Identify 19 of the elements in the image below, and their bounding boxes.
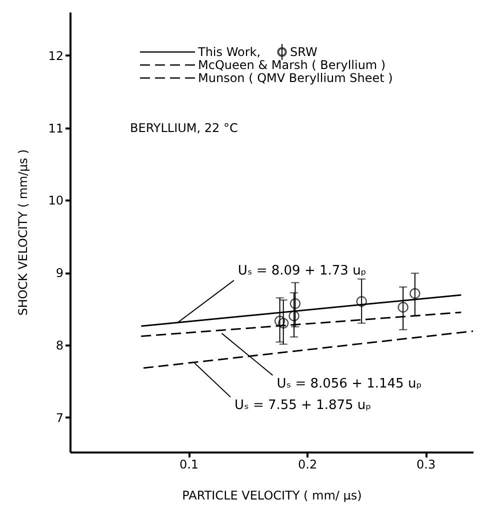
annotation: Uₛ = 8.056 + 1.145 uₚ	[276, 376, 422, 392]
legend-label: This Work,	[197, 45, 261, 59]
annotation: Uₛ = 8.09 + 1.73 uₚ	[238, 263, 366, 278]
x-tick-label: 0.1	[179, 458, 199, 472]
y-tick-label: 12	[48, 48, 64, 63]
x-axis-title: PARTICLE VELOCITY ( mm/ μs)	[182, 488, 362, 502]
annotation: Uₛ = 7.55 + 1.875 uₚ	[234, 398, 372, 413]
y-tick-label: 7	[56, 410, 64, 425]
y-tick-label: 11	[48, 121, 64, 136]
annotation: BERYLLIUM, 22 °C	[130, 121, 238, 135]
y-tick-label: 9	[56, 266, 64, 280]
y-axis-title: SHOCK VELOCITY ( mm/μs )	[16, 149, 30, 316]
y-tick-label: 10	[48, 194, 64, 208]
legend-label: SRW	[290, 45, 318, 59]
legend-label: Munson ( QMV Beryllium Sheet )	[198, 71, 393, 85]
x-tick-label: 0.2	[298, 458, 318, 472]
x-tick-label: 0.3	[416, 458, 436, 472]
y-tick-label: 8	[56, 338, 64, 352]
legend-label: McQueen & Marsh ( Beryllium )	[198, 58, 386, 72]
